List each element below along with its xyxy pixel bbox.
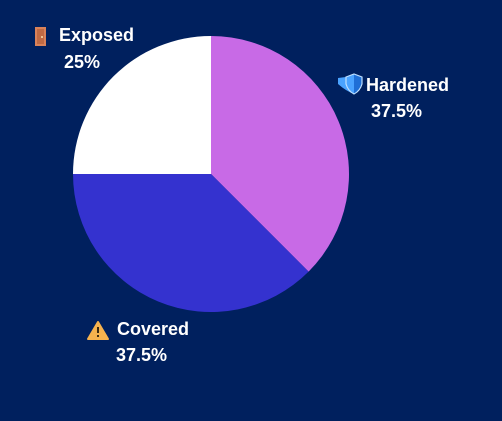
pie-slice [73, 36, 211, 174]
shield-icon [338, 73, 363, 95]
slice-label: Covered [117, 319, 189, 339]
door-icon [35, 27, 46, 46]
slice-value-label: 37.5% [371, 101, 422, 121]
slice-label: Hardened [366, 75, 449, 95]
pie-slice [73, 174, 309, 313]
pie-slice [211, 36, 350, 272]
slice-label: Exposed [59, 25, 134, 45]
warning-icon [87, 321, 109, 340]
slice-value-label: 25% [64, 52, 100, 72]
slice-value-label: 37.5% [116, 345, 167, 365]
